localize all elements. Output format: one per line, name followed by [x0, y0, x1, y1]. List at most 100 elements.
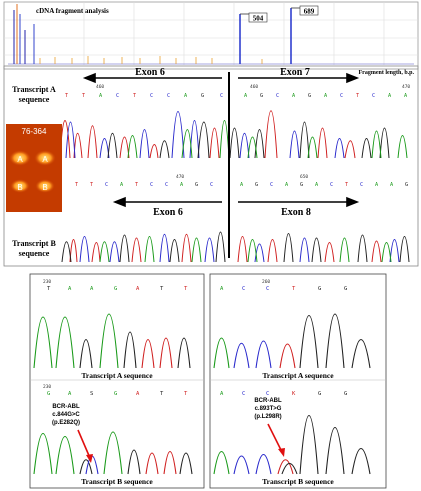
- bl-annotation-line1: BCR-ABL: [52, 404, 80, 410]
- base-a-0: T: [65, 93, 68, 99]
- transcript-a-label-line2: sequence: [19, 95, 50, 104]
- bl-base-a-6: T: [184, 286, 188, 292]
- gel-lane-b1: B: [17, 183, 22, 192]
- br-base-b-2: C: [266, 391, 269, 397]
- position-number-4: 470: [176, 174, 184, 180]
- base-a-8: G: [201, 93, 204, 99]
- br-caption-b: Transcript B sequence: [262, 477, 334, 486]
- base-b-0: T: [75, 182, 78, 188]
- peak-label-689: 689: [304, 8, 315, 16]
- br-chromatogram-a: [213, 313, 371, 369]
- bl-base-b-0: G: [47, 391, 50, 397]
- position-number-2: 460: [250, 84, 258, 90]
- base-b-7: A: [180, 182, 184, 188]
- base-a-10: A: [244, 93, 248, 99]
- bl-base-b-3: G: [114, 391, 117, 397]
- base-a-6: C: [167, 93, 170, 99]
- gel-lane-a2: A: [42, 155, 48, 164]
- bl-caption-b: Transcript B sequence: [81, 477, 153, 486]
- br-base-b-4: G: [318, 391, 321, 397]
- base-b-15: A: [315, 182, 319, 188]
- br-base-a-0: A: [220, 286, 224, 292]
- exon-7-label: Exon 7: [280, 67, 310, 78]
- bl-chromatogram-a: [33, 313, 191, 369]
- bl-base-b-2: S: [90, 391, 93, 397]
- base-b-4: T: [135, 182, 138, 188]
- bl-annotation-line2: c.844G>C: [52, 412, 80, 418]
- base-b-2: C: [105, 182, 108, 188]
- position-number-5: 650: [300, 174, 308, 180]
- bl-number-top: 230: [43, 279, 51, 285]
- bl-base-a-3: G: [114, 286, 117, 292]
- bl-bases-b: G A S G A T T: [47, 391, 188, 397]
- fragment-analysis-panel: 504 689 cDNA fragment analysis Fragment …: [3, 1, 419, 76]
- base-a-15: A: [324, 93, 328, 99]
- base-a-1: T: [82, 93, 85, 99]
- bl-base-a-4: A: [136, 286, 140, 292]
- br-bases-b: A C C K G G: [220, 391, 347, 397]
- br-number-top: 260: [262, 279, 270, 285]
- base-b-1: T: [90, 182, 93, 188]
- base-a-16: C: [340, 93, 343, 99]
- bl-caption-a: Transcript A sequence: [81, 371, 153, 380]
- transcript-b-label-line2: sequence: [19, 249, 50, 258]
- exon-6-label-a: Exon 6: [135, 67, 165, 78]
- base-b-8: G: [195, 182, 198, 188]
- base-a-12: C: [276, 93, 279, 99]
- peak-label-504: 504: [253, 15, 264, 23]
- gel-lane-a1: A: [17, 155, 23, 164]
- br-base-a-4: G: [318, 286, 321, 292]
- br-caption-a: Transcript A sequence: [262, 371, 334, 380]
- base-a-5: C: [150, 93, 153, 99]
- exon-6-label-b: Exon 6: [153, 207, 183, 218]
- transcript-b-label-line1: Transcript B: [12, 239, 56, 248]
- base-b-6: C: [165, 182, 168, 188]
- bases-b: T T C A T C C A G C A G C A G A C T C A …: [75, 182, 408, 188]
- br-bases-a: A C C T G G: [220, 286, 347, 292]
- base-b-14: G: [300, 182, 303, 188]
- exon-arrows: [82, 72, 360, 208]
- exon-8-label: Exon 8: [281, 207, 311, 218]
- bases-a: T T A C T C C A G C A G C A G A C T C A …: [65, 93, 408, 99]
- bottom-right-panel: 260 A C C T G G Transcript A sequence A …: [209, 273, 387, 489]
- base-a-4: T: [133, 93, 136, 99]
- bl-base-a-5: T: [160, 286, 164, 292]
- base-b-17: T: [345, 182, 348, 188]
- bottom-left-panel: 230 T A A G A T T Transcript A sequence …: [29, 273, 205, 489]
- chromatogram-a: [59, 110, 408, 159]
- bl-number-bottom: 230: [43, 384, 51, 390]
- base-a-13: A: [292, 93, 296, 99]
- top-sequence-panel: T T A C T C C A G C A G C A G A C T C A …: [3, 65, 419, 267]
- base-a-19: A: [388, 93, 392, 99]
- br-base-a-3: T: [292, 286, 296, 292]
- br-base-b-1: C: [242, 391, 245, 397]
- gel-lane-b2: B: [42, 183, 47, 192]
- base-b-11: G: [255, 182, 258, 188]
- fragment-x-label: Fragment length, b.p.: [359, 70, 415, 76]
- base-b-5: C: [150, 182, 153, 188]
- br-base-b-0: A: [220, 391, 224, 397]
- br-base-a-2: C: [266, 286, 269, 292]
- base-b-16: C: [330, 182, 333, 188]
- base-a-9: C: [220, 93, 223, 99]
- br-annotation-line1: BCR-ABL: [254, 398, 282, 404]
- bl-base-a-0: T: [47, 286, 51, 292]
- gel-image: 76-364 A A B B: [6, 124, 62, 212]
- chromatogram-b: [61, 231, 410, 263]
- br-mutation-arrow: [267, 423, 283, 453]
- br-annotation-line2: c.893T>G: [255, 406, 282, 412]
- fragment-panel-title: cDNA fragment analysis: [36, 7, 109, 15]
- gel-label: 76-364: [22, 127, 47, 136]
- base-a-20: A: [404, 93, 408, 99]
- br-chromatogram-b: [213, 415, 371, 475]
- bl-chromatogram-b: [33, 431, 193, 475]
- base-a-14: G: [308, 93, 311, 99]
- bl-base-b-1: A: [68, 391, 72, 397]
- bl-base-a-2: A: [90, 286, 94, 292]
- br-base-a-1: C: [242, 286, 245, 292]
- bl-base-b-6: T: [184, 391, 188, 397]
- base-b-19: A: [375, 182, 379, 188]
- br-base-b-5: G: [344, 391, 347, 397]
- base-b-18: C: [360, 182, 363, 188]
